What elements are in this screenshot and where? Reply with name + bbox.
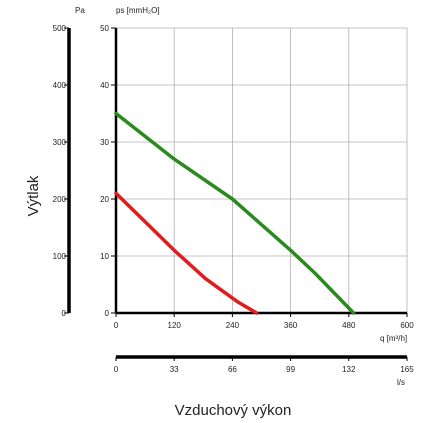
y-axis-title: Výtlak bbox=[25, 175, 42, 216]
pa-axis-unit: Pa bbox=[75, 6, 85, 15]
ls-axis-unit: l/s bbox=[397, 378, 405, 387]
pa-tick-label: 100 bbox=[53, 252, 67, 261]
ls-tick-label: 132 bbox=[342, 365, 356, 374]
pa-tick-label: 300 bbox=[53, 138, 67, 147]
pa-tick-label: 500 bbox=[53, 24, 67, 33]
y-tick-label: 10 bbox=[100, 252, 109, 261]
x-tick-label: 600 bbox=[400, 321, 414, 330]
x-tick-label: 120 bbox=[168, 321, 182, 330]
pa-tick-label: 400 bbox=[53, 81, 67, 90]
x-axis-unit: q [m³/h] bbox=[380, 334, 407, 343]
ls-tick-label: 66 bbox=[228, 365, 237, 374]
y-tick-label: 20 bbox=[100, 195, 109, 204]
pa-tick-label: 0 bbox=[62, 309, 67, 318]
ls-tick-label: 99 bbox=[286, 365, 295, 374]
x-tick-label: 480 bbox=[342, 321, 356, 330]
series-line-2 bbox=[114, 111, 356, 315]
y-tick-label: 0 bbox=[105, 309, 110, 318]
ls-tick-label: 165 bbox=[400, 365, 414, 374]
x-tick-label: 240 bbox=[226, 321, 240, 330]
x-axis-title: Vzduchový výkon bbox=[175, 402, 292, 419]
pa-tick-label: 200 bbox=[53, 195, 67, 204]
ls-axis: 0 33 66 99 132 165 l/s bbox=[114, 355, 414, 387]
ls-tick-label: 0 bbox=[114, 365, 119, 374]
y-axis-unit: ps [mmH₂O] bbox=[116, 6, 160, 15]
pa-axis: Pa 500 400 300 200 100 0 bbox=[53, 6, 86, 318]
x-tick-label: 360 bbox=[284, 321, 298, 330]
ls-tick-label: 33 bbox=[170, 365, 179, 374]
x-tick-label: 0 bbox=[114, 321, 119, 330]
series-line-1 bbox=[114, 191, 259, 315]
y-tick-label: 40 bbox=[100, 81, 109, 90]
y-tick-label: 30 bbox=[100, 138, 109, 147]
y-tick-label: 50 bbox=[100, 24, 109, 33]
